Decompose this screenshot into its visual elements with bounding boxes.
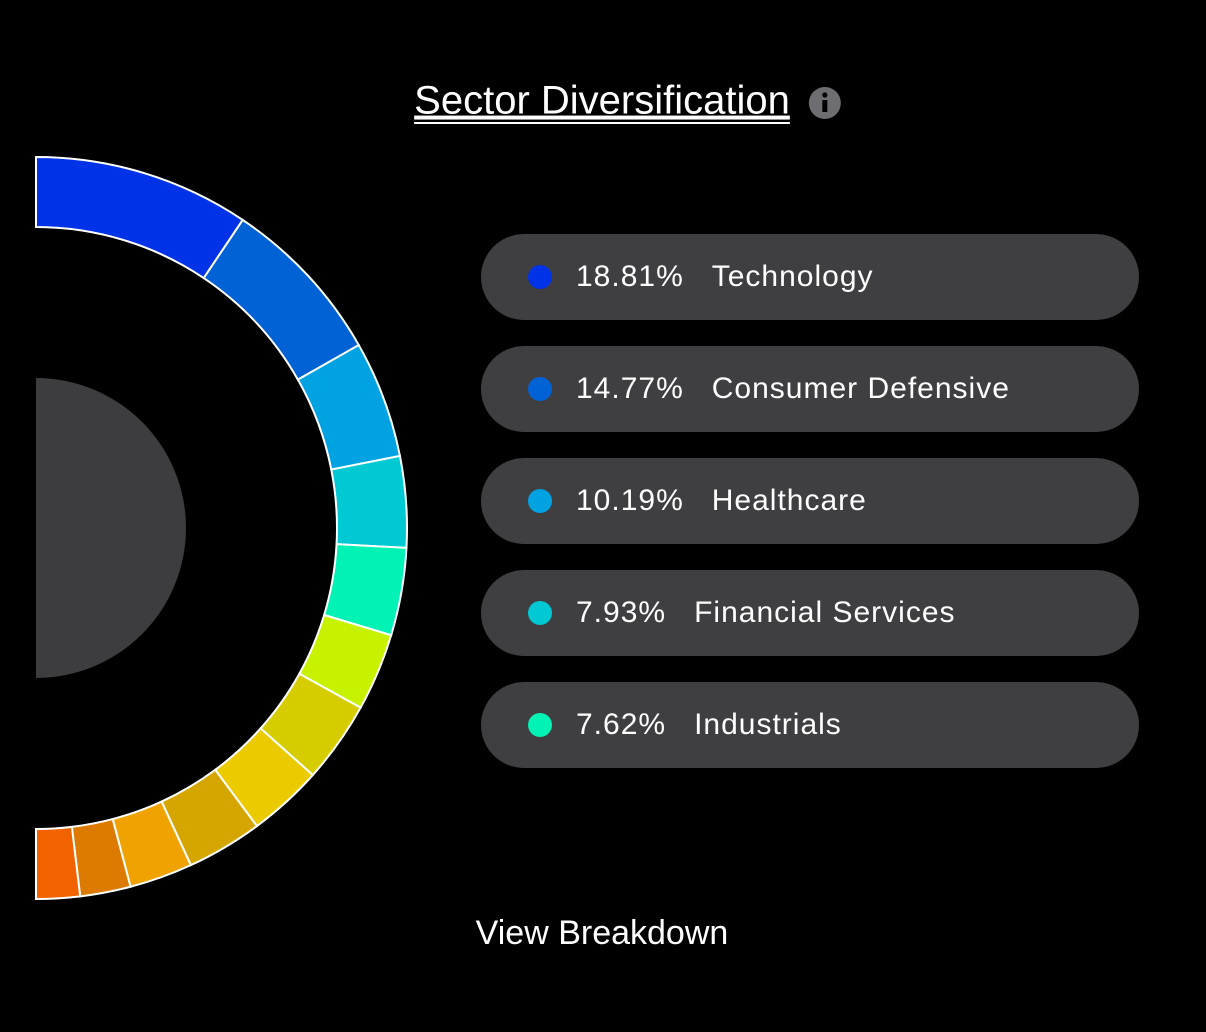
legend-value: 10.19% (576, 484, 684, 517)
legend-item[interactable]: 7.62% Industrials (481, 682, 1139, 768)
info-icon[interactable] (808, 87, 841, 119)
legend-dot (528, 825, 552, 849)
legend-dot (528, 713, 552, 737)
legend-dot (528, 601, 552, 625)
legend-pill (481, 570, 1139, 656)
legend-value: 14.77% (576, 372, 684, 405)
legend-dot (528, 489, 552, 513)
chart-title[interactable]: Sector Diversification (414, 79, 790, 123)
legend-dot (528, 377, 552, 401)
donut-segment (35, 825, 82, 901)
legend-value: 6.76% (576, 820, 666, 853)
legend-item[interactable]: 10.19% Healthcare (481, 458, 1139, 544)
legend-label: Technology (712, 260, 874, 293)
legend-label: Basic Materials (694, 820, 912, 853)
legend-label: Industrials (694, 708, 842, 741)
legend-dot (528, 265, 552, 289)
legend-pill (481, 458, 1139, 544)
legend-value: 18.81% (576, 260, 684, 293)
legend-value: 7.93% (576, 596, 666, 629)
legend-label: Healthcare (712, 484, 867, 517)
view-breakdown-button[interactable]: View Breakdown (476, 914, 729, 952)
inner-disc (36, 378, 186, 678)
legend-item[interactable]: 14.77% Consumer Defensive (481, 346, 1139, 432)
legend-pill (481, 794, 1139, 880)
legend-pill (481, 682, 1139, 768)
legend-pill (481, 234, 1139, 320)
legend-value: 7.62% (576, 708, 666, 741)
legend-item[interactable]: 6.76% Basic Materials (481, 794, 1139, 880)
donut-segment (330, 454, 408, 549)
legend-item[interactable]: 7.93% Financial Services (481, 570, 1139, 656)
legend-item[interactable]: 18.81% Technology (481, 234, 1139, 320)
legend-label: Financial Services (694, 596, 955, 629)
legend-pill (481, 346, 1139, 432)
legend-label: Consumer Defensive (712, 372, 1010, 405)
